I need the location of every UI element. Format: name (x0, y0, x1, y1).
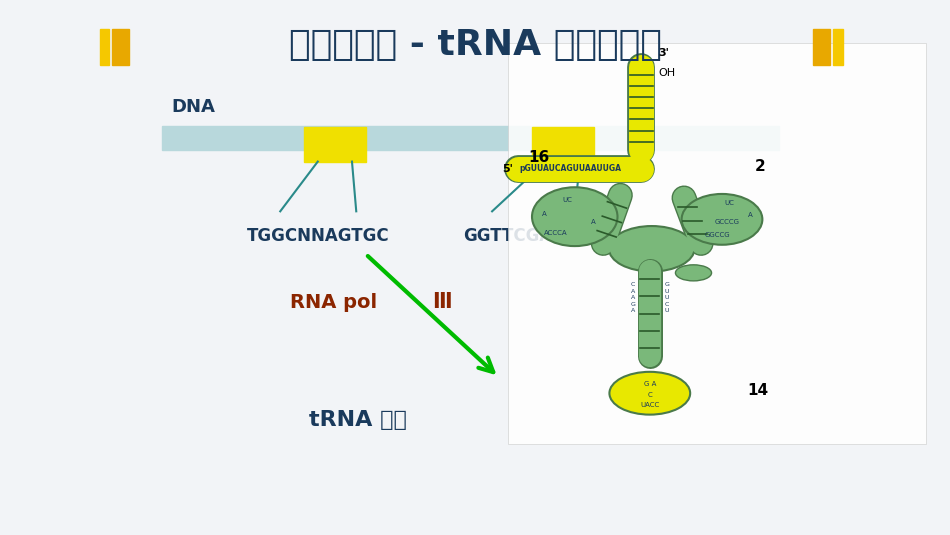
Text: GGTTCGANNCC: GGTTCGANNCC (464, 227, 604, 246)
Text: UC: UC (725, 200, 734, 207)
Text: A: A (591, 219, 597, 225)
Text: C
A
A
G
A: C A A G A (630, 282, 636, 314)
Text: 14: 14 (748, 383, 769, 398)
Text: GGCCG: GGCCG (705, 232, 730, 239)
Text: DNA: DNA (171, 98, 215, 116)
Bar (100, 29, 109, 65)
Text: G
U
U
C
U: G U U C U (664, 282, 670, 314)
Bar (813, 29, 830, 65)
Text: A: A (749, 212, 752, 218)
Text: 3': 3' (658, 48, 669, 58)
Text: Ⅲ: Ⅲ (432, 292, 452, 312)
Ellipse shape (675, 265, 712, 281)
Text: UACC: UACC (640, 402, 659, 408)
Text: 酵母酪氨酸 - tRNA 的转录后加: 酵母酪氨酸 - tRNA 的转录后加 (289, 28, 661, 63)
Text: ACCCA: ACCCA (544, 230, 567, 236)
Bar (112, 29, 129, 65)
Text: UC: UC (562, 196, 572, 203)
Text: pGUUAUCAGUUAAUUGA: pGUUAUCAGUUAAUUGA (520, 164, 621, 173)
Ellipse shape (610, 372, 690, 415)
Text: GCCCG: GCCCG (714, 219, 739, 225)
Bar (532, 127, 594, 162)
Text: tRNA 前体: tRNA 前体 (309, 410, 407, 430)
Text: 16: 16 (528, 150, 549, 165)
Bar (833, 29, 843, 65)
Text: TGGCNNAGTGC: TGGCNNAGTGC (247, 227, 390, 246)
Ellipse shape (532, 187, 618, 246)
Bar (304, 127, 366, 162)
Text: OH: OH (658, 68, 675, 79)
Ellipse shape (609, 226, 694, 272)
Text: G A: G A (643, 380, 656, 387)
Bar (162, 126, 779, 150)
Text: A: A (542, 211, 546, 217)
Ellipse shape (682, 194, 762, 245)
Text: 5': 5' (503, 164, 513, 173)
Text: RNA pol: RNA pol (290, 293, 384, 312)
Text: 2: 2 (754, 159, 766, 174)
Text: C: C (648, 392, 653, 398)
Bar (508, 43, 926, 444)
